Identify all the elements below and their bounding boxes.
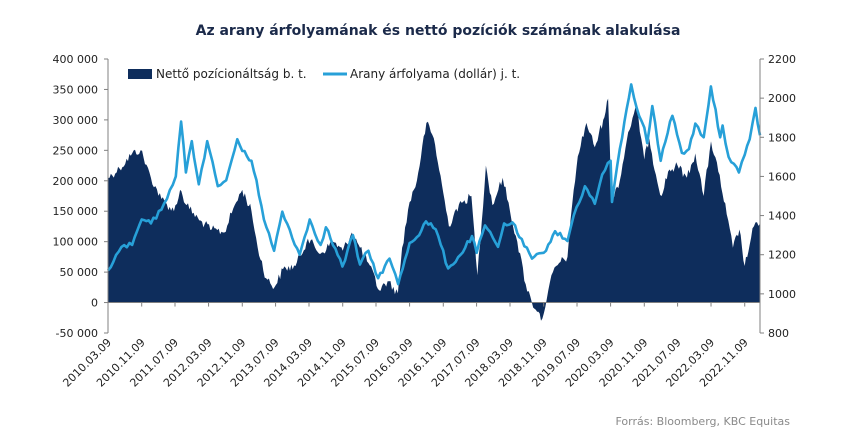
y-left-tick-label: 400 000 — [53, 53, 99, 66]
plot-area: -50 000 0 50 000 100 000 150 000 200 000 250 0… — [53, 53, 797, 390]
y-left-tick-label: -50 000 — [56, 327, 98, 340]
series-net-position-area — [108, 98, 760, 321]
y-left-tick-label: 250 000 — [53, 144, 99, 157]
y-right-tick-label: 1800 — [768, 131, 796, 144]
y-right-tick-label: 1600 — [768, 170, 796, 183]
legend-label-net-position: Nettő pozícionáltság b. t. — [156, 67, 307, 81]
y-left-tick-label: 50 000 — [60, 266, 99, 279]
y-left-tick-label: 300 000 — [53, 114, 99, 127]
y-left-tick-label: 0 — [91, 297, 98, 310]
y-left-tick-label: 150 000 — [53, 205, 99, 218]
y-left-tick-label: 350 000 — [53, 83, 99, 96]
y-right-tick-label: 1400 — [768, 210, 796, 223]
legend-label-gold-price: Arany árfolyama (dollár) j. t. — [350, 67, 520, 81]
chart-title: Az arany árfolyamának és nettó pozíciók … — [196, 23, 681, 39]
legend-swatch-net-position — [128, 69, 152, 79]
y-right-tick-label: 1200 — [768, 249, 796, 262]
source-note: Forrás: Bloomberg, KBC Equitas — [615, 415, 790, 428]
series-gold-price-line — [107, 83, 762, 286]
y-right-tick-label: 800 — [768, 327, 789, 340]
y-right-tick-label: 2000 — [768, 92, 796, 105]
y-right-tick-label: 1000 — [768, 288, 796, 301]
y-left-tick-label: 100 000 — [53, 236, 99, 249]
y-right-tick-label: 2200 — [768, 53, 796, 66]
legend: Nettő pozícionáltság b. t. Arany árfolya… — [128, 67, 520, 81]
y-left-tick-label: 200 000 — [53, 175, 99, 188]
